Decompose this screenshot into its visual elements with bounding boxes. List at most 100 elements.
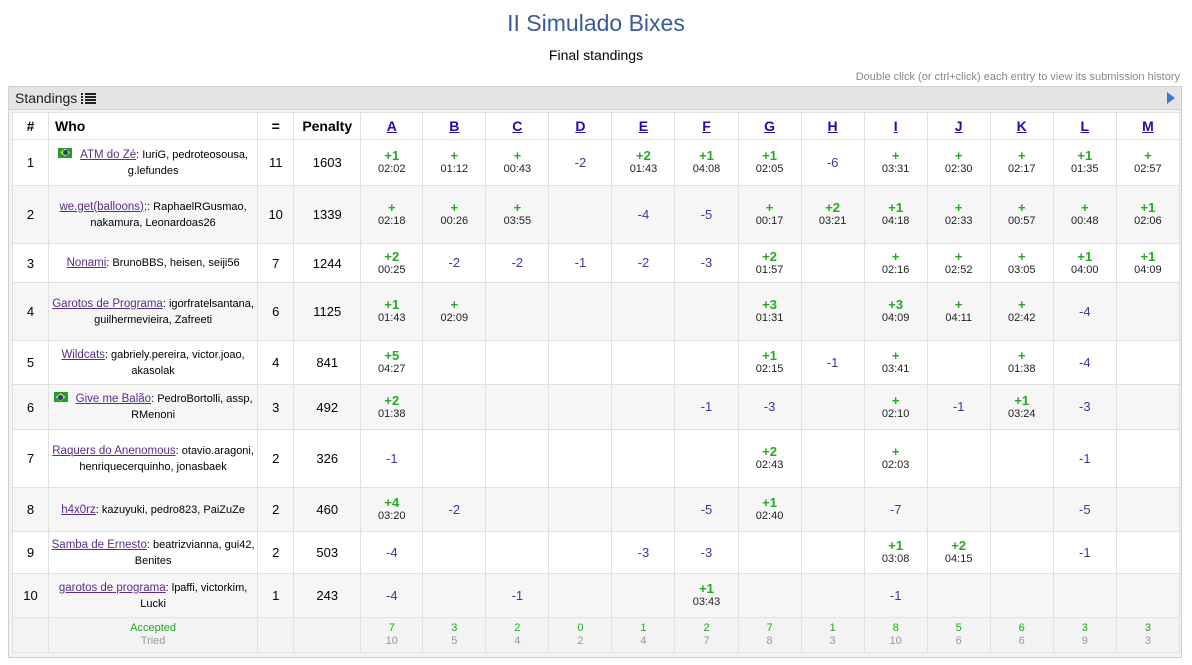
table-row[interactable]: 4 Garotos de Programa: igorfratelsantana,…: [11, 282, 1181, 341]
problem-result-cell[interactable]: -5: [674, 185, 739, 244]
problem-link-a[interactable]: A: [386, 118, 397, 134]
team-name-link[interactable]: Nonami: [66, 257, 107, 269]
problem-result-cell[interactable]: [1115, 573, 1181, 618]
problem-result-cell[interactable]: [800, 573, 865, 618]
problem-result-cell[interactable]: -1: [485, 573, 550, 618]
problem-result-cell[interactable]: [422, 573, 487, 618]
problem-result-cell[interactable]: [926, 573, 991, 618]
problem-result-cell[interactable]: -6: [800, 139, 865, 186]
problem-result-cell[interactable]: [611, 384, 676, 430]
problem-result-cell[interactable]: -4: [1052, 282, 1117, 341]
problem-result-cell[interactable]: [485, 531, 550, 574]
problem-result-cell[interactable]: [611, 340, 676, 385]
problem-result-cell[interactable]: -2: [422, 487, 487, 532]
problem-result-cell[interactable]: [926, 487, 991, 532]
problem-result-cell[interactable]: +1 02:40: [737, 487, 802, 532]
problem-result-cell[interactable]: -4: [360, 573, 424, 618]
problem-result-cell[interactable]: -5: [674, 487, 739, 532]
problem-result-cell[interactable]: [1115, 531, 1181, 574]
problem-result-cell[interactable]: [800, 487, 865, 532]
problem-result-cell[interactable]: +03:55: [485, 185, 550, 244]
problem-result-cell[interactable]: [737, 531, 802, 574]
problem-result-cell[interactable]: -1: [1052, 429, 1117, 488]
problem-result-cell[interactable]: +02:09: [422, 282, 487, 341]
table-row[interactable]: 6 Give me Balão: PedroBortolli, assp, RMe…: [11, 384, 1181, 430]
problem-result-cell[interactable]: -5: [1052, 487, 1117, 532]
problem-result-cell[interactable]: -2: [422, 243, 487, 283]
problem-result-cell[interactable]: [926, 429, 991, 488]
problem-result-cell[interactable]: +02:03: [863, 429, 928, 488]
problem-result-cell[interactable]: +3 04:09: [863, 282, 928, 341]
problem-result-cell[interactable]: -1: [674, 384, 739, 430]
problem-result-cell[interactable]: +2 03:21: [800, 185, 865, 244]
problem-result-cell[interactable]: +02:52: [926, 243, 991, 283]
problem-result-cell[interactable]: +1 03:24: [989, 384, 1054, 430]
problem-result-cell[interactable]: [989, 573, 1054, 618]
problem-result-cell[interactable]: -4: [360, 531, 424, 574]
problem-result-cell[interactable]: +1 01:35: [1052, 139, 1117, 186]
problem-result-cell[interactable]: +02:10: [863, 384, 928, 430]
problem-result-cell[interactable]: +02:42: [989, 282, 1054, 341]
problem-result-cell[interactable]: +1 04:09: [1115, 243, 1181, 283]
problem-result-cell[interactable]: +01:38: [989, 340, 1054, 385]
problem-result-cell[interactable]: [611, 282, 676, 341]
problem-result-cell[interactable]: [485, 384, 550, 430]
problem-result-cell[interactable]: -1: [548, 243, 613, 283]
problem-result-cell[interactable]: [548, 384, 613, 430]
problem-result-cell[interactable]: +02:57: [1115, 139, 1181, 186]
problem-result-cell[interactable]: +3 01:31: [737, 282, 802, 341]
problem-link-j[interactable]: J: [954, 118, 963, 134]
problem-result-cell[interactable]: -2: [548, 139, 613, 186]
standings-panel-header[interactable]: Standings: [9, 87, 1181, 110]
problem-result-cell[interactable]: [611, 487, 676, 532]
problem-link-b[interactable]: B: [449, 118, 460, 134]
problem-result-cell[interactable]: [989, 487, 1054, 532]
problem-result-cell[interactable]: [485, 429, 550, 488]
problem-result-cell[interactable]: +1 02:06: [1115, 185, 1181, 244]
problem-result-cell[interactable]: [1115, 282, 1181, 341]
problem-link-k[interactable]: K: [1016, 118, 1027, 134]
problem-result-cell[interactable]: [422, 429, 487, 488]
team-name-link[interactable]: ATM do Zé: [80, 148, 137, 161]
problem-result-cell[interactable]: +2 04:15: [926, 531, 991, 574]
problem-result-cell[interactable]: +1 04:18: [863, 185, 928, 244]
team-name-link[interactable]: h4x0rz: [61, 503, 96, 516]
problem-result-cell[interactable]: -1: [800, 340, 865, 385]
table-row[interactable]: 9 Samba de Ernesto: beatrizvianna, gui42,…: [11, 531, 1181, 574]
problem-result-cell[interactable]: [800, 531, 865, 574]
problem-result-cell[interactable]: +1 02:02: [360, 139, 424, 186]
problem-result-cell[interactable]: +00:17: [737, 185, 802, 244]
team-name-link[interactable]: Give me Balão: [75, 393, 152, 405]
problem-link-d[interactable]: D: [575, 118, 586, 134]
problem-result-cell[interactable]: [926, 340, 991, 385]
problem-result-cell[interactable]: [485, 487, 550, 532]
problem-result-cell[interactable]: [1115, 384, 1181, 430]
problem-result-cell[interactable]: [485, 282, 550, 341]
problem-result-cell[interactable]: [422, 384, 487, 430]
problem-result-cell[interactable]: +04:11: [926, 282, 991, 341]
problem-result-cell[interactable]: +00:48: [1052, 185, 1117, 244]
problem-result-cell[interactable]: [611, 573, 676, 618]
problem-result-cell[interactable]: +03:31: [863, 139, 928, 186]
problem-result-cell[interactable]: +02:17: [989, 139, 1054, 186]
problem-result-cell[interactable]: +00:43: [485, 139, 550, 186]
problem-result-cell[interactable]: [485, 340, 550, 385]
problem-result-cell[interactable]: [1115, 487, 1181, 532]
table-row[interactable]: 7 Raquers do Anenomous: otavio.aragoni, h…: [11, 429, 1181, 488]
problem-result-cell[interactable]: [989, 429, 1054, 488]
problem-result-cell[interactable]: +1 03:08: [863, 531, 928, 574]
problem-result-cell[interactable]: +03:05: [989, 243, 1054, 283]
problem-result-cell[interactable]: +1 04:08: [674, 139, 739, 186]
table-row[interactable]: 2 we.get(balloons);: RaphaelRGusmao, naka…: [11, 185, 1181, 244]
problem-result-cell[interactable]: [1115, 340, 1181, 385]
problem-result-cell[interactable]: [548, 487, 613, 532]
table-row[interactable]: 5 Wildcats: gabriely.pereira, victor.joao…: [11, 340, 1181, 385]
problem-result-cell[interactable]: +1 02:05: [737, 139, 802, 186]
problem-link-l[interactable]: L: [1080, 118, 1090, 134]
problem-result-cell[interactable]: [422, 531, 487, 574]
problem-result-cell[interactable]: -3: [1052, 384, 1117, 430]
problem-result-cell[interactable]: +02:33: [926, 185, 991, 244]
problem-result-cell[interactable]: [674, 429, 739, 488]
problem-result-cell[interactable]: -1: [926, 384, 991, 430]
problem-result-cell[interactable]: -3: [674, 531, 739, 574]
